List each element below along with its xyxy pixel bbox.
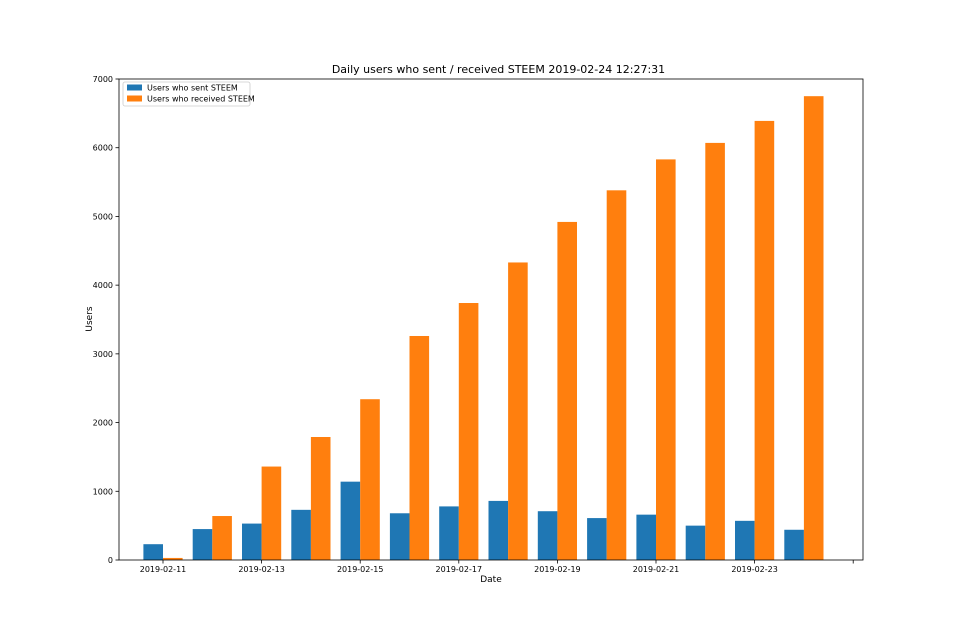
y-tick-label-0: 0 [108,556,113,565]
bar-sent-2019-02-15 [340,481,361,560]
bar-received-2019-02-12 [212,516,232,560]
y-tick-label-4000: 4000 [93,281,113,290]
y-tick-label-1000: 1000 [93,487,113,496]
bar-sent-2019-02-12 [192,529,213,560]
x-tick-label-2019-02-13: 2019-02-13 [238,565,285,574]
x-tick-label-2019-02-11: 2019-02-11 [140,565,187,574]
x-tick-label-2019-02-17: 2019-02-17 [436,565,483,574]
bar-received-2019-02-16 [409,335,430,560]
bar-sent-2019-02-23 [735,520,755,560]
x-tick-label-2019-02-21: 2019-02-21 [633,565,680,574]
y-tick-label-5000: 5000 [93,212,113,221]
bar-sent-2019-02-21 [636,514,656,560]
bar-received-2019-02-14 [310,437,331,560]
legend-label-received: Users who received STEEM [147,95,255,104]
bars-layer [143,96,824,560]
y-tick-label-2000: 2000 [93,419,113,428]
bar-sent-2019-02-19 [537,511,558,560]
bar-sent-2019-02-11 [143,544,163,560]
bar-sent-2019-02-22 [685,525,706,560]
y-tick-label-7000: 7000 [93,75,113,84]
bar-sent-2019-02-24 [784,529,804,560]
legend-box [122,81,251,107]
legend-swatch-received [127,95,142,102]
x-tick-label-2019-02-23: 2019-02-23 [731,565,778,574]
bar-sent-2019-02-14 [291,509,311,560]
legend: Users who sent STEEM Users who received … [122,81,255,107]
bar-received-2019-02-11 [163,557,183,560]
bar-received-2019-02-17 [458,303,479,560]
x-axis-label: Date [480,575,502,585]
y-tick-label-3000: 3000 [93,350,113,359]
bar-received-2019-02-20 [606,190,627,560]
bar-received-2019-02-15 [360,399,380,560]
legend-label-sent: Users who sent STEEM [147,84,238,93]
bar-received-2019-02-24 [803,96,824,560]
bar-received-2019-02-19 [557,221,577,560]
x-tick-label-2019-02-15: 2019-02-15 [337,565,384,574]
bar-received-2019-02-13 [261,466,282,560]
chart-title: Daily users who sent / received STEEM 20… [332,63,665,76]
bar-received-2019-02-22 [705,142,725,560]
bar-sent-2019-02-18 [488,500,509,560]
legend-swatch-sent [127,84,142,91]
bar-sent-2019-02-17 [439,506,459,560]
bar-received-2019-02-23 [754,120,775,560]
x-tick-label-2019-02-19: 2019-02-19 [534,565,581,574]
bar-sent-2019-02-13 [242,523,262,560]
y-tick-label-6000: 6000 [93,144,113,153]
bar-received-2019-02-21 [656,159,676,560]
y-axis-label: Users [85,306,95,332]
bar-sent-2019-02-20 [587,518,607,560]
bar-received-2019-02-18 [508,262,528,560]
bar-sent-2019-02-16 [389,513,410,560]
x-axis: 2019-02-11 2019-02-13 2019-02-15 2019-02-17… [140,560,854,574]
y-axis: 0 1000 2000 3000 4000 5000 6000 7000 [93,75,119,565]
plot-frame [118,78,864,561]
